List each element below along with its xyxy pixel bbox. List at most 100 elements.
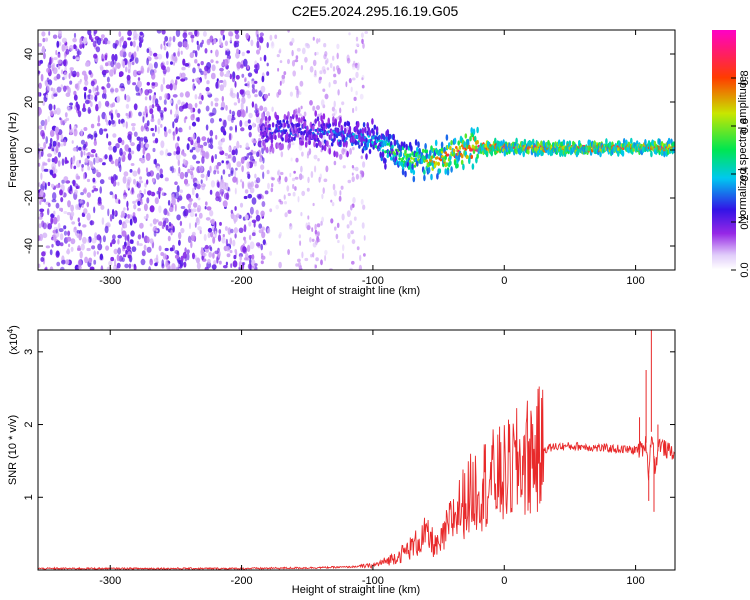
noise-mark bbox=[157, 53, 163, 60]
noise-mark bbox=[351, 172, 354, 176]
noise-mark bbox=[40, 129, 45, 137]
noise-mark bbox=[112, 102, 115, 108]
noise-mark bbox=[165, 84, 171, 89]
ridge-mark bbox=[384, 158, 387, 164]
colorbar-step bbox=[712, 34, 736, 37]
noise-mark bbox=[214, 97, 219, 102]
noise-mark bbox=[194, 50, 198, 58]
noise-mark bbox=[255, 209, 259, 215]
noise-mark bbox=[146, 179, 149, 185]
noise-mark bbox=[262, 239, 266, 246]
noise-mark bbox=[69, 184, 73, 192]
noise-mark bbox=[116, 62, 121, 69]
colorbar-step bbox=[712, 92, 736, 95]
noise-mark bbox=[176, 185, 180, 193]
ridge-mark bbox=[373, 124, 377, 130]
noise-mark bbox=[298, 144, 303, 151]
noise-mark bbox=[57, 222, 61, 230]
ridge-mark bbox=[455, 146, 458, 149]
noise-mark bbox=[303, 111, 307, 117]
noise-mark bbox=[237, 97, 241, 104]
noise-mark bbox=[153, 61, 158, 69]
noise-mark bbox=[250, 39, 254, 47]
noise-mark bbox=[38, 43, 42, 47]
snr-spikes bbox=[639, 330, 659, 512]
colorbar-step bbox=[712, 168, 736, 171]
noise-mark bbox=[66, 248, 70, 255]
noise-mark bbox=[222, 169, 226, 175]
noise-mark bbox=[326, 67, 330, 71]
ridge-mark bbox=[332, 116, 335, 123]
noise-mark bbox=[57, 53, 61, 59]
ridge-mark bbox=[444, 151, 448, 155]
noise-mark bbox=[350, 204, 353, 211]
ridge-mark bbox=[398, 157, 401, 161]
noise-mark bbox=[248, 152, 253, 156]
ridge-mark bbox=[293, 109, 296, 117]
ridge-mark bbox=[436, 156, 439, 160]
ridge-mark bbox=[490, 149, 494, 157]
colorbar-step bbox=[712, 184, 736, 187]
noise-mark bbox=[133, 216, 138, 224]
noise-mark bbox=[255, 115, 261, 124]
noise-mark bbox=[123, 195, 127, 200]
colorbar-step bbox=[712, 136, 736, 139]
ridge-mark bbox=[280, 123, 283, 128]
noise-mark bbox=[76, 71, 80, 78]
noise-mark bbox=[317, 231, 320, 237]
ridge-mark bbox=[290, 136, 294, 142]
noise-mark bbox=[222, 200, 228, 208]
noise-mark bbox=[194, 59, 198, 64]
noise-mark bbox=[336, 65, 340, 71]
noise-mark bbox=[160, 113, 164, 121]
ridge-mark bbox=[438, 168, 442, 174]
noise-mark bbox=[49, 142, 52, 148]
noise-mark bbox=[223, 79, 227, 88]
ridge-mark bbox=[576, 148, 580, 156]
colorbar-step bbox=[712, 242, 736, 245]
noise-mark bbox=[81, 203, 84, 208]
noise-mark bbox=[206, 66, 211, 74]
noise-mark bbox=[283, 71, 287, 76]
noise-mark bbox=[56, 133, 60, 141]
colorbar-step bbox=[712, 162, 736, 165]
ridge-mark bbox=[319, 128, 322, 133]
colorbar-step bbox=[712, 200, 736, 203]
noise-mark bbox=[242, 156, 246, 162]
noise-mark bbox=[174, 129, 177, 136]
colorbar-step bbox=[712, 190, 736, 193]
colorbar-step bbox=[712, 86, 736, 89]
noise-mark bbox=[204, 244, 209, 250]
noise-mark bbox=[180, 72, 186, 79]
noise-mark bbox=[93, 188, 99, 192]
noise-mark bbox=[244, 239, 247, 244]
noise-mark bbox=[137, 77, 141, 81]
noise-mark bbox=[259, 57, 262, 61]
ridge-mark bbox=[449, 160, 452, 166]
ridge-mark bbox=[316, 116, 320, 122]
noise-mark bbox=[190, 241, 193, 249]
noise-mark bbox=[361, 38, 364, 44]
noise-mark bbox=[321, 66, 326, 72]
noise-mark bbox=[104, 154, 108, 160]
noise-mark bbox=[195, 193, 199, 199]
noise-mark bbox=[330, 218, 334, 224]
noise-mark bbox=[96, 91, 100, 96]
noise-mark bbox=[295, 263, 299, 267]
noise-mark bbox=[112, 234, 116, 240]
noise-mark bbox=[255, 214, 261, 222]
noise-mark bbox=[39, 200, 42, 205]
noise-mark bbox=[278, 175, 281, 181]
noise-mark bbox=[69, 80, 73, 85]
ridge-mark bbox=[390, 156, 393, 161]
noise-mark bbox=[204, 48, 208, 54]
colorbar-step bbox=[712, 248, 736, 251]
noise-mark bbox=[233, 227, 238, 234]
noise-mark bbox=[222, 34, 225, 41]
ridge-mark bbox=[404, 149, 407, 154]
noise-mark bbox=[77, 265, 82, 270]
noise-mark bbox=[201, 39, 204, 45]
noise-mark bbox=[56, 86, 62, 93]
ridge-mark bbox=[398, 160, 401, 167]
noise-mark bbox=[84, 99, 90, 105]
